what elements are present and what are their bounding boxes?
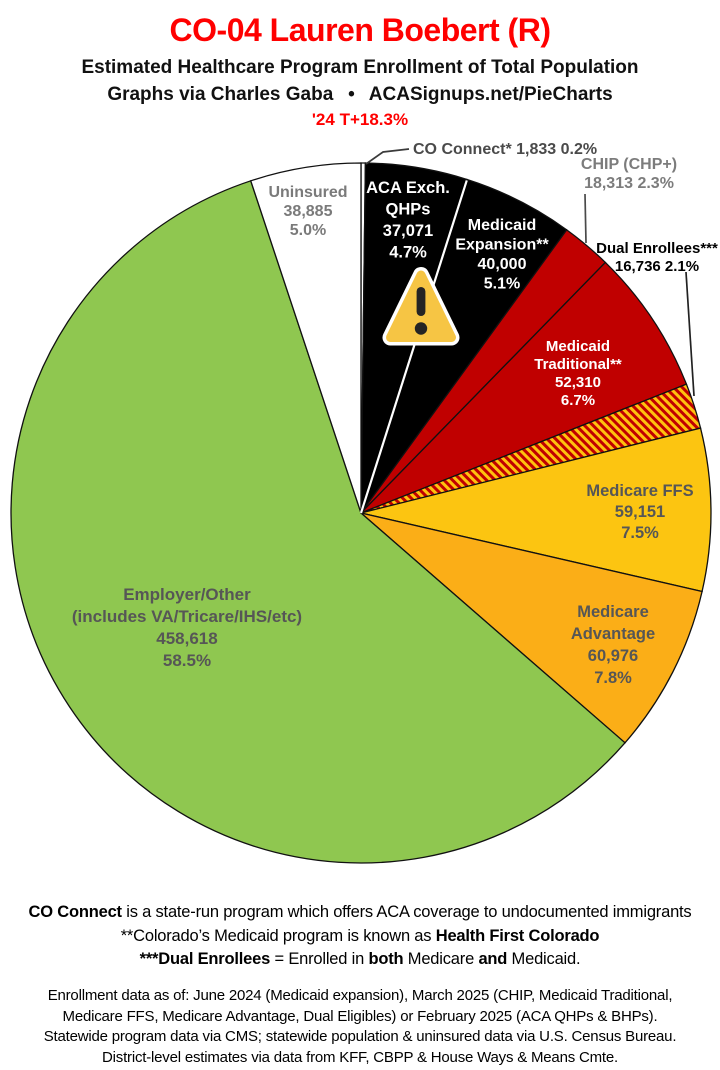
- pie-slice-label-employer-other: Employer/Other (includes VA/Tricare/IHS/e…: [72, 585, 302, 670]
- source-line: Enrollment data as of: June 2024 (Medica…: [47, 987, 673, 1004]
- pie-leader-lines-group: [365, 148, 695, 397]
- data-sources-block: Enrollment data as of: June 2024 (Medica…: [0, 986, 720, 1068]
- pie-slice-medicare-advantage: [360, 512, 703, 744]
- pie-slice-medicare-ffs: [360, 427, 712, 593]
- pie-slice-label-medicare-ffs: Medicare FFS 59,151 7.5%: [586, 482, 693, 542]
- pie-slice-label-medicare-advantage: Medicare Advantage 60,976 7.8%: [571, 603, 655, 687]
- source-line: Statewide program data via CMS; statewid…: [43, 1028, 677, 1045]
- footnote-medicaid-name: **Colorado’s Medicaid program is known a…: [120, 926, 600, 945]
- pie-slice-label-uninsured: Uninsured 38,885 5.0%: [268, 184, 347, 239]
- pie-labels-group: CO Connect* 1,833 0.2% ACA Exch. QHPs 37,07…: [72, 141, 718, 687]
- leader-line-dual-enrollees: [685, 271, 695, 397]
- pie-slice-label-co-connect: CO Connect* 1,833 0.2%: [413, 141, 597, 158]
- leader-line-co-connect: [365, 148, 410, 165]
- pie-slice-label-medicaid-traditional: Medicaid Traditional** 52,310 6.7%: [534, 338, 622, 409]
- pie-separators-group: [359, 180, 468, 514]
- trend-note: '24 T+18.3%: [311, 110, 409, 129]
- pie-slice-label-dual-enrollees: Dual Enrollees*** 16,736 2.1%: [596, 240, 718, 275]
- pie-slice-uninsured: [249, 162, 362, 514]
- source-line: Medicare FFS, Medicare Advantage, Dual E…: [62, 1007, 658, 1025]
- pie-slice-label-aca-qhps: ACA Exch. QHPs 37,071 4.7%: [366, 179, 450, 262]
- pie-slice-label-chip: CHIP (CHP+) 18,313 2.3%: [581, 156, 677, 192]
- chart-subtitle: Estimated Healthcare Program Enrollment …: [81, 57, 639, 78]
- leader-line-chip: [584, 193, 587, 244]
- footnote-co-connect: CO Connect is a state-run program which …: [28, 903, 692, 921]
- footnotes-block: CO Connect is a state-run program which …: [0, 901, 720, 972]
- pie-slices-group: [10, 162, 712, 864]
- source-line: District-level estimates via data from K…: [102, 1048, 618, 1066]
- page-title: CO-04 Lauren Boebert (R): [169, 12, 551, 48]
- pie-slice-label-medicaid-expansion: Medicaid Expansion** 40,000 5.1%: [455, 217, 549, 293]
- footnote-dual-enrollees: ***Dual Enrollees = Enrolled in both Med…: [139, 950, 581, 968]
- pie-slice-medicaid-traditional: [360, 261, 688, 514]
- warning-icon: [382, 267, 460, 346]
- pie-slice-employer-other: [10, 179, 626, 864]
- slice-separator-line: [359, 180, 468, 514]
- attribution-line: Graphs via Charles Gaba • ACASignups.net…: [107, 84, 613, 105]
